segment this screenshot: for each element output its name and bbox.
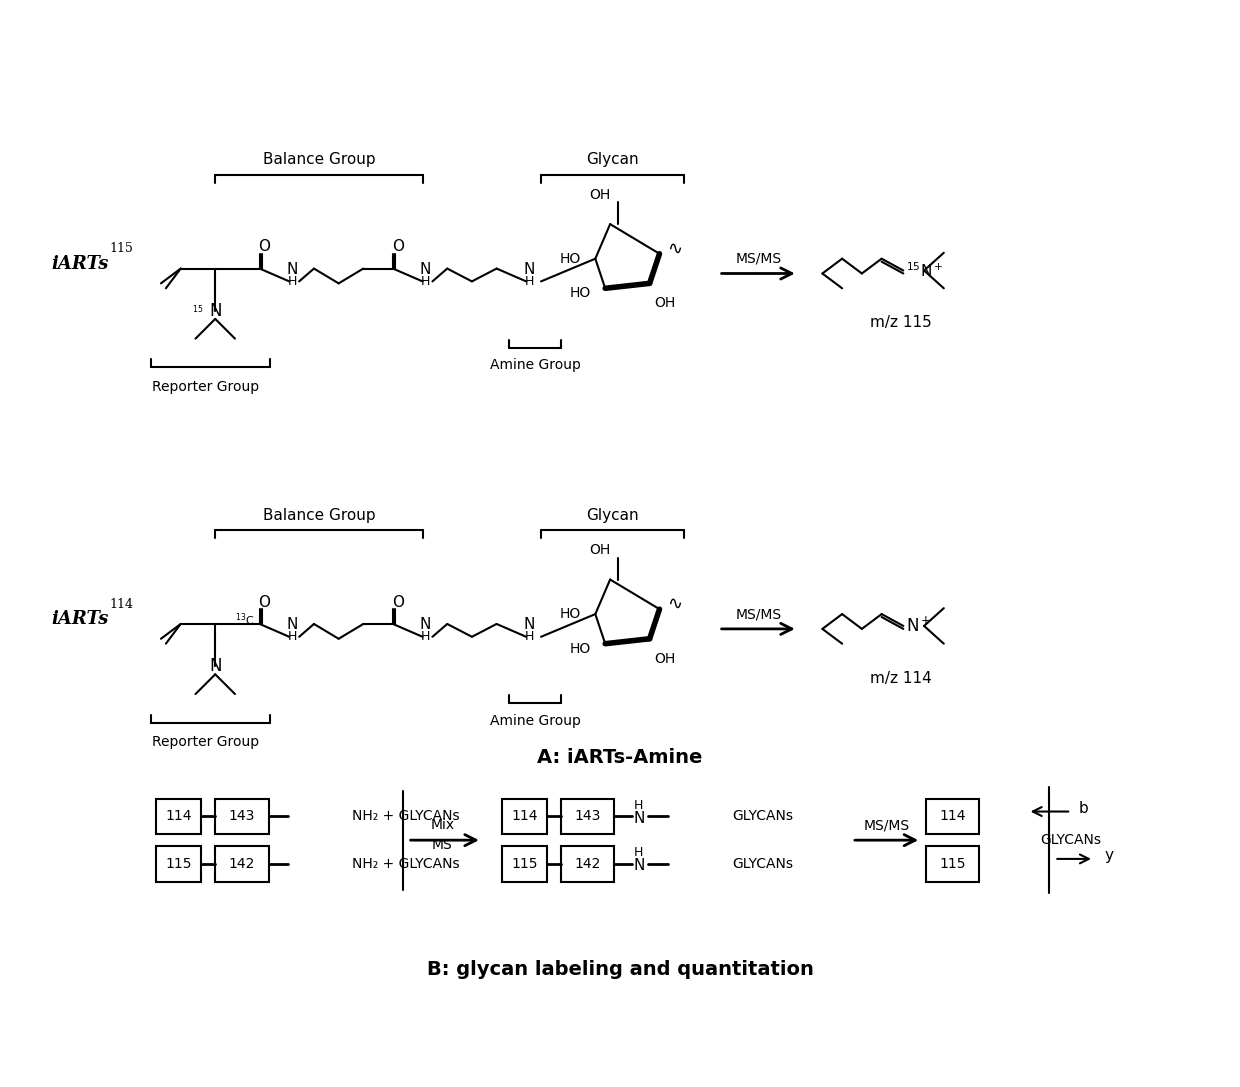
Text: A: iARTs-Amine: A: iARTs-Amine: [537, 748, 703, 766]
Bar: [501, 846, 547, 882]
Bar: [156, 799, 201, 834]
Text: O: O: [392, 239, 404, 254]
Text: y: y: [1104, 849, 1114, 863]
Text: iARTs: iARTs: [51, 254, 109, 273]
Text: N: N: [523, 617, 534, 633]
Text: HO: HO: [559, 607, 580, 621]
Text: Mix: Mix: [430, 819, 454, 833]
Text: OH: OH: [589, 188, 610, 201]
Text: H: H: [525, 275, 534, 288]
Text: H: H: [288, 275, 296, 288]
Text: GLYCANs: GLYCANs: [733, 810, 794, 824]
Text: HO: HO: [569, 641, 590, 655]
Text: 142: 142: [228, 857, 255, 871]
Text: Reporter Group: Reporter Group: [151, 736, 259, 749]
Text: Glycan: Glycan: [585, 152, 639, 167]
Text: 142: 142: [574, 857, 600, 871]
Text: H: H: [634, 799, 644, 812]
Text: iARTs: iARTs: [51, 610, 109, 628]
Bar: [926, 799, 980, 834]
Text: HO: HO: [559, 252, 580, 265]
Bar: [926, 846, 980, 882]
Text: N: N: [210, 302, 222, 320]
Text: $^{15}$N$^+$: $^{15}$N$^+$: [906, 261, 944, 279]
Text: GLYCANs: GLYCANs: [733, 857, 794, 871]
Text: ∿: ∿: [667, 240, 682, 258]
Text: 115: 115: [511, 857, 537, 871]
Text: 115: 115: [109, 242, 134, 255]
Bar: [560, 846, 614, 882]
Text: 115: 115: [165, 857, 192, 871]
Text: Glycan: Glycan: [585, 508, 639, 523]
Bar: [156, 846, 201, 882]
Text: ∿: ∿: [667, 596, 682, 613]
Text: N: N: [286, 262, 298, 277]
Text: Amine Group: Amine Group: [490, 714, 580, 727]
Text: N: N: [286, 617, 298, 633]
Text: $^{15}$: $^{15}$: [192, 305, 203, 315]
Text: N: N: [634, 811, 645, 826]
Text: b: b: [1079, 801, 1089, 816]
Text: Balance Group: Balance Group: [263, 152, 376, 167]
Text: GLYCANs: GLYCANs: [1040, 833, 1101, 847]
Text: N$^+$: N$^+$: [906, 616, 931, 636]
Text: MS/MS: MS/MS: [735, 607, 781, 621]
Text: Amine Group: Amine Group: [490, 359, 580, 373]
Text: B: glycan labeling and quantitation: B: glycan labeling and quantitation: [427, 960, 813, 979]
Text: O: O: [259, 239, 270, 254]
Bar: [216, 846, 269, 882]
Text: H: H: [420, 630, 430, 644]
Text: OH: OH: [655, 296, 676, 310]
Text: OH: OH: [589, 542, 610, 557]
Text: NH₂ + GLYCANs: NH₂ + GLYCANs: [352, 810, 460, 824]
Text: O: O: [259, 595, 270, 610]
Text: 143: 143: [228, 810, 255, 824]
Text: H: H: [634, 847, 644, 860]
Text: 114: 114: [165, 810, 192, 824]
Text: MS/MS: MS/MS: [863, 819, 910, 833]
Text: O: O: [392, 595, 404, 610]
Text: N: N: [523, 262, 534, 277]
Text: Reporter Group: Reporter Group: [151, 380, 259, 393]
Text: OH: OH: [655, 651, 676, 665]
Text: 115: 115: [940, 857, 966, 871]
Text: 114: 114: [109, 598, 134, 611]
Text: $^{13}$C: $^{13}$C: [236, 612, 254, 628]
Text: 114: 114: [940, 810, 966, 824]
Text: MS: MS: [432, 838, 453, 852]
Text: N: N: [210, 658, 222, 675]
Bar: [501, 799, 547, 834]
Text: H: H: [525, 630, 534, 644]
Text: Balance Group: Balance Group: [263, 508, 376, 523]
Text: HO: HO: [569, 286, 590, 300]
Text: H: H: [288, 630, 296, 644]
Text: m/z 115: m/z 115: [870, 315, 932, 330]
Text: 143: 143: [574, 810, 600, 824]
Text: N: N: [634, 859, 645, 873]
Text: H: H: [420, 275, 430, 288]
Text: 114: 114: [511, 810, 537, 824]
Bar: [560, 799, 614, 834]
Text: MS/MS: MS/MS: [735, 252, 781, 265]
Text: m/z 114: m/z 114: [870, 671, 932, 686]
Text: NH₂ + GLYCANs: NH₂ + GLYCANs: [352, 857, 460, 871]
Bar: [216, 799, 269, 834]
Text: N: N: [420, 262, 432, 277]
Text: N: N: [420, 617, 432, 633]
